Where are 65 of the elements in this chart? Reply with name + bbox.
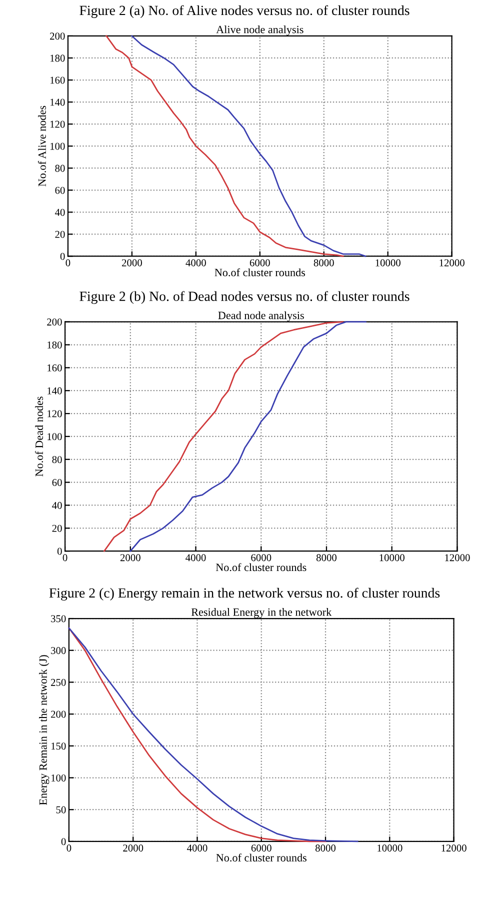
line-series [130, 321, 366, 552]
x-tick-label: 12000 [440, 259, 464, 266]
x-tick-label: 2000 [120, 554, 140, 562]
y-tick-label: 20 [52, 524, 62, 532]
y-tick-label: 180 [48, 341, 62, 348]
chart-title: Figure 2 (a) No. of Alive nodes versus no. of cluster rounds [80, 5, 410, 18]
y-tick-label: 0 [57, 548, 62, 555]
line-series [131, 35, 366, 257]
y-tick-label: 350 [51, 615, 66, 622]
x-tick-label: 8000 [315, 844, 336, 852]
y-tick-label: 50 [56, 806, 66, 814]
y-tick-label: 200 [47, 318, 62, 326]
x-tick-label: 10000 [380, 554, 404, 562]
y-axis-title: Energy Remain in the network (J) [39, 655, 50, 806]
x-tick-label: 4000 [187, 844, 208, 852]
y-tick-label: 0 [60, 252, 65, 260]
y-tick-label: 150 [51, 742, 66, 750]
chart-title: Figure 2 (c) Energy remain in the network versus no. of cluster rounds [49, 588, 440, 601]
x-tick-label: 0 [66, 844, 72, 852]
y-tick-label: 200 [50, 32, 65, 40]
x-tick-label: 12000 [445, 554, 470, 562]
x-tick-label: 10000 [376, 259, 400, 266]
x-axis-title: No.of cluster rounds [214, 268, 306, 276]
chart-subtitle: Alive node analysis [216, 25, 304, 36]
y-tick-label: 0 [61, 838, 66, 846]
y-tick-label: 160 [50, 76, 65, 84]
x-tick-label: 8000 [314, 259, 334, 266]
y-tick-label: 140 [48, 387, 62, 394]
x-axis-title: No.of cluster rounds [216, 854, 306, 862]
y-tick-label: 100 [48, 433, 62, 440]
y-tick-label: 80 [55, 164, 65, 172]
y-tick-label: 60 [55, 186, 65, 194]
y-tick-label: 100 [50, 142, 65, 150]
x-tick-label: 2000 [122, 259, 142, 266]
x-tick-label: 2000 [123, 844, 144, 852]
y-tick-label: 180 [50, 54, 65, 62]
line-series [104, 321, 344, 552]
x-tick-label: 6000 [250, 259, 270, 266]
y-tick-label: 100 [51, 774, 66, 782]
y-tick-label: 40 [52, 502, 62, 509]
x-tick-label: 6000 [251, 554, 272, 562]
y-tick-label: 140 [50, 98, 65, 106]
y-tick-label: 60 [52, 479, 62, 486]
y-tick-label: 20 [55, 230, 65, 238]
x-tick-label: 8000 [316, 554, 337, 562]
x-axis-title: No.of cluster rounds [216, 563, 306, 572]
y-tick-label: 160 [48, 364, 62, 372]
y-tick-label: 120 [48, 410, 62, 418]
line-series [106, 35, 344, 257]
x-tick-label: 10000 [378, 844, 402, 852]
y-tick-label: 80 [52, 456, 62, 464]
y-tick-label: 40 [54, 208, 65, 216]
x-tick-label: 4000 [186, 554, 206, 562]
y-tick-label: 300 [51, 647, 66, 654]
chart-subtitle: Residual Energy in the network [191, 608, 332, 618]
y-axis-title: No.of Alive nodes [38, 106, 46, 186]
y-tick-label: 200 [51, 710, 66, 718]
y-axis-title: No.of Dead nodes [35, 396, 44, 476]
y-tick-label: 120 [50, 120, 65, 128]
chart-subtitle: Dead node analysis [218, 311, 304, 322]
x-tick-label: 6000 [251, 844, 272, 852]
y-tick-label: 250 [51, 678, 66, 686]
x-tick-label: 12000 [442, 844, 466, 852]
chart-title: Figure 2 (b) No. of Dead nodes versus no. of cluster rounds [80, 291, 410, 304]
x-tick-label: 4000 [186, 259, 206, 266]
